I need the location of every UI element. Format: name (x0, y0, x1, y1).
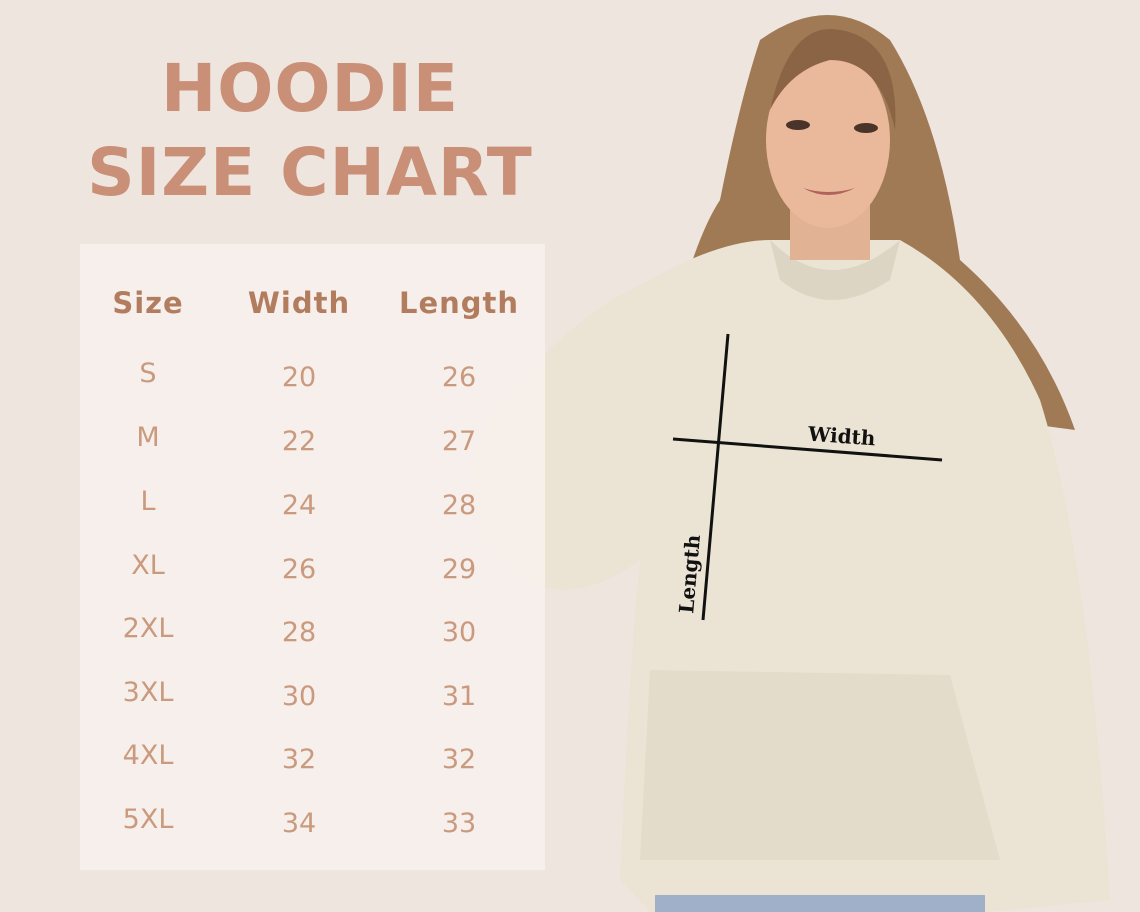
length-cell: 28 (441, 490, 477, 521)
title-line2: SIZE CHART (87, 134, 533, 211)
length-cell: 32 (441, 744, 477, 775)
width-line (672, 437, 943, 462)
column-header-width: Width (247, 286, 351, 320)
size-table-panel (80, 244, 545, 870)
size-cell: S (139, 358, 157, 389)
length-cell: 30 (441, 617, 477, 648)
width-cell: 20 (281, 362, 317, 393)
face (766, 52, 890, 228)
length-cell: 26 (441, 362, 477, 393)
size-cell: L (140, 486, 156, 517)
size-cell: 4XL (122, 740, 174, 771)
width-cell: 22 (281, 426, 317, 457)
length-cell: 29 (441, 554, 477, 585)
size-cell: M (136, 422, 160, 453)
column-header-length: Length (398, 286, 520, 320)
width-cell: 32 (281, 744, 317, 775)
width-cell: 24 (281, 490, 317, 521)
length-cell: 27 (441, 426, 477, 457)
size-cell: XL (131, 550, 165, 581)
width-cell: 34 (281, 808, 317, 839)
width-cell: 26 (281, 554, 317, 585)
width-cell: 28 (281, 617, 317, 648)
title-line1: HOODIE (161, 50, 459, 127)
size-cell: 2XL (122, 613, 174, 644)
width-cell: 30 (281, 681, 317, 712)
size-cell: 3XL (122, 677, 174, 708)
length-cell: 33 (441, 808, 477, 839)
width-label: Width (807, 421, 877, 451)
length-cell: 31 (441, 681, 477, 712)
length-line (701, 333, 730, 621)
column-header-size: Size (112, 286, 184, 320)
size-cell: 5XL (122, 804, 174, 835)
